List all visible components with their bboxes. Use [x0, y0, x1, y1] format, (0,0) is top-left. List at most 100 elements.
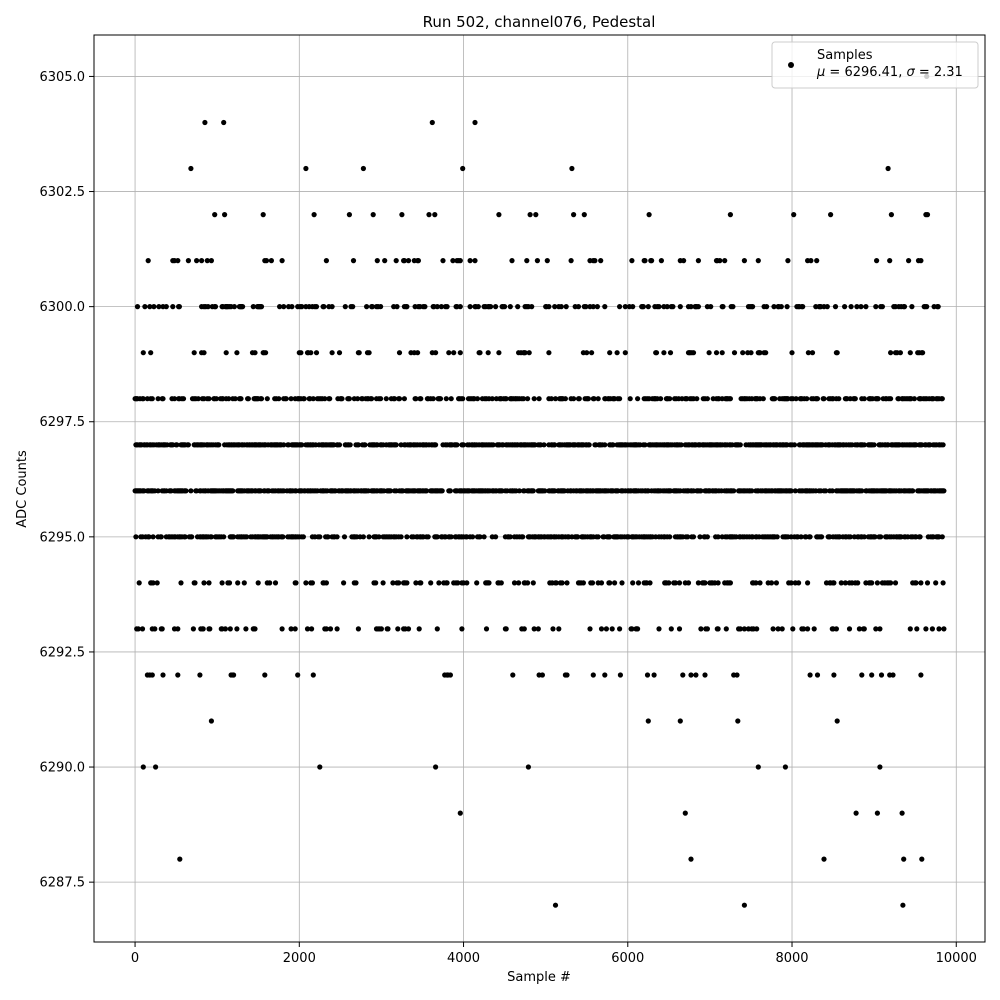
data-point [146, 534, 152, 540]
data-point [446, 350, 452, 356]
data-point [183, 488, 189, 494]
data-point [589, 580, 596, 586]
data-point [182, 534, 188, 540]
axis-ticks: 0 2000 4000 6000 8000 10000 6287.5 6290.0 6292.5… [40, 70, 977, 966]
data-point [642, 258, 648, 264]
data-point [515, 304, 521, 310]
data-point [941, 626, 947, 632]
data-point [796, 580, 802, 586]
data-point [804, 396, 810, 402]
data-point [805, 626, 811, 632]
data-point [846, 626, 853, 632]
data-point [629, 626, 635, 632]
x-tick-label: 10000 [936, 951, 977, 966]
data-point [871, 442, 877, 448]
data-point [552, 442, 558, 448]
legend-marker [788, 62, 794, 68]
data-point [366, 350, 372, 356]
data-point [735, 718, 741, 724]
y-tick-label: 6295.0 [40, 530, 86, 545]
data-point [382, 258, 388, 264]
data-point [178, 580, 184, 586]
data-point [940, 580, 946, 586]
data-point [378, 304, 384, 310]
data-point [460, 396, 466, 402]
data-point [503, 626, 509, 632]
data-point [413, 580, 419, 586]
data-point [404, 580, 410, 586]
data-point [457, 350, 463, 356]
data-point [393, 442, 399, 448]
data-point [678, 442, 684, 448]
data-point [531, 396, 537, 402]
data-point [191, 350, 197, 356]
data-point [346, 212, 352, 218]
data-point [939, 396, 945, 402]
data-point [221, 534, 227, 540]
data-point [401, 258, 407, 264]
data-point [443, 396, 449, 402]
data-point [693, 672, 699, 678]
data-point [888, 580, 894, 586]
data-point [836, 396, 842, 402]
data-point [134, 304, 141, 310]
data-point [437, 396, 444, 402]
data-point [888, 396, 894, 402]
data-point [255, 580, 261, 586]
legend-sigma-value: = 2.31 [915, 65, 963, 80]
data-point [413, 396, 419, 402]
data-point [907, 350, 913, 356]
data-point [496, 212, 502, 218]
data-point [791, 442, 798, 448]
data-point [309, 626, 315, 632]
data-point [323, 580, 329, 586]
data-point [160, 396, 166, 402]
data-point [439, 488, 445, 494]
data-point [824, 304, 830, 310]
data-point [647, 580, 653, 586]
data-point [592, 258, 598, 264]
data-point-outlier [177, 856, 183, 862]
data-point [267, 580, 273, 586]
data-point [428, 580, 434, 586]
data-point [309, 580, 315, 586]
data-point [562, 396, 569, 402]
data-point [430, 396, 436, 402]
data-point [667, 396, 673, 402]
data-point [571, 396, 577, 402]
data-point [715, 580, 721, 586]
data-point [200, 626, 206, 632]
data-point [464, 580, 470, 586]
data-point [933, 580, 939, 586]
data-point [685, 580, 692, 586]
data-point [321, 304, 327, 310]
data-point [645, 304, 651, 310]
data-point [175, 672, 181, 678]
data-point [546, 350, 552, 356]
data-point [227, 626, 233, 632]
data-point [688, 672, 694, 678]
data-point [941, 488, 947, 494]
data-point [533, 212, 539, 218]
data-point [133, 534, 139, 540]
data-point-outlier [153, 764, 159, 770]
data-point [507, 534, 513, 540]
data-point [212, 212, 218, 218]
data-point [534, 258, 541, 264]
legend-box [771, 41, 979, 89]
data-point [697, 534, 703, 540]
data-point [715, 626, 721, 632]
data-point-outlier [525, 764, 532, 770]
data-point [347, 442, 353, 448]
data-point [230, 488, 236, 494]
data-point [529, 304, 535, 310]
data-point [323, 258, 329, 264]
data-point [800, 304, 806, 310]
data-point [205, 304, 211, 310]
data-point [190, 626, 196, 632]
data-point-outlier [874, 810, 881, 816]
data-point [717, 258, 723, 264]
data-point [789, 350, 795, 356]
